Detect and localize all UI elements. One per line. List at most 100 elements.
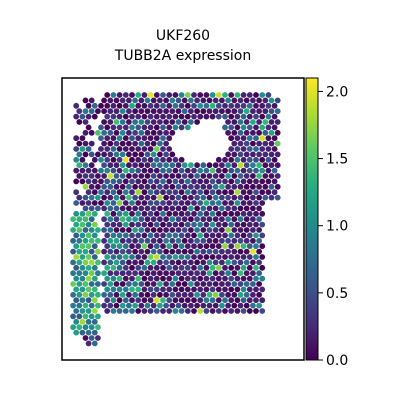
expression-spot [215, 297, 222, 304]
expression-spot [178, 254, 185, 260]
expression-spot [160, 254, 166, 260]
expression-spot [82, 108, 89, 115]
expression-spot [122, 92, 129, 98]
expression-spot [240, 221, 247, 228]
expression-spot [135, 200, 142, 206]
expression-spot [225, 291, 232, 298]
expression-spot [110, 243, 117, 250]
expression-spot [73, 275, 80, 282]
expression-spot [91, 189, 98, 196]
expression-spot [157, 248, 163, 255]
expression-spot [79, 254, 86, 260]
expression-spot [259, 167, 266, 174]
expression-spot [219, 108, 225, 115]
expression-spot [206, 97, 213, 104]
expression-spot [259, 232, 266, 239]
expression-spot [175, 216, 182, 223]
expression-spot [191, 167, 197, 174]
expression-spot [107, 183, 114, 190]
expression-spot [132, 97, 139, 104]
expression-spot [104, 264, 111, 271]
expression-spot [79, 210, 86, 217]
expression-spot [82, 324, 89, 331]
expression-spot [188, 227, 194, 233]
expression-spot [150, 248, 157, 255]
expression-spot [153, 113, 160, 120]
expression-spot [110, 200, 117, 206]
expression-spot [184, 92, 191, 98]
expression-spot [234, 210, 241, 217]
expression-spot [110, 102, 117, 109]
expression-spot [166, 156, 173, 163]
expression-spot [184, 232, 191, 239]
expression-spot [166, 124, 173, 131]
expression-spot [225, 151, 232, 158]
expression-spot [104, 189, 111, 196]
expression-spot [141, 210, 148, 217]
expression-spot [101, 140, 107, 147]
expression-spot [160, 308, 166, 314]
expression-spot [104, 243, 111, 250]
expression-spot [150, 302, 157, 309]
colorbar-tick-label: 1.0 [326, 219, 348, 235]
expression-spot [116, 156, 123, 163]
expression-spot [144, 151, 151, 158]
expression-spot [125, 237, 132, 244]
expression-spot [228, 308, 235, 314]
expression-spot [240, 189, 247, 196]
expression-spot [178, 200, 185, 206]
expression-spot [95, 151, 101, 158]
expression-spot [234, 232, 241, 239]
expression-spot [212, 291, 219, 298]
expression-spot [73, 146, 80, 152]
expression-spot [222, 156, 228, 163]
expression-spot [231, 119, 238, 125]
expression-spot [113, 183, 120, 190]
expression-spot [256, 129, 262, 136]
expression-spot [206, 162, 213, 169]
expression-spot [197, 243, 204, 250]
colorbar-tick-label: 1.5 [326, 152, 348, 168]
expression-spot [166, 264, 173, 271]
expression-spot [206, 237, 213, 244]
expression-spot [262, 119, 269, 125]
expression-spot [191, 113, 197, 120]
expression-spot [274, 97, 281, 104]
expression-spot [206, 108, 213, 115]
expression-spot [206, 194, 213, 201]
expression-spot [240, 135, 247, 142]
expression-spot [163, 108, 170, 115]
expression-spot [141, 200, 148, 206]
expression-spot [88, 227, 95, 233]
expression-spot [228, 189, 235, 196]
expression-spot [172, 297, 179, 304]
expression-spot [225, 259, 232, 266]
expression-spot [209, 232, 216, 239]
expression-spot [209, 178, 216, 185]
expression-spot [262, 129, 269, 136]
expression-spot [184, 297, 191, 304]
expression-spot [132, 151, 139, 158]
expression-spot [194, 270, 201, 277]
expression-spot [265, 178, 272, 185]
expression-spot [228, 124, 235, 131]
expression-spot [160, 264, 166, 271]
expression-spot [138, 270, 145, 277]
expression-spot [119, 194, 126, 201]
expression-spot [104, 308, 111, 314]
expression-spot [194, 97, 201, 104]
expression-spot [271, 167, 278, 174]
expression-spot [116, 124, 123, 131]
expression-spot [82, 259, 89, 266]
expression-spot [222, 102, 228, 109]
expression-spot [138, 259, 145, 266]
expression-spot [262, 173, 269, 179]
expression-spot [82, 291, 89, 298]
expression-spot [178, 189, 185, 196]
expression-spot [240, 167, 247, 174]
expression-spot [150, 259, 157, 266]
expression-spot [129, 146, 135, 152]
expression-spot [166, 102, 173, 109]
expression-spot [135, 221, 142, 228]
expression-spot [191, 200, 197, 206]
